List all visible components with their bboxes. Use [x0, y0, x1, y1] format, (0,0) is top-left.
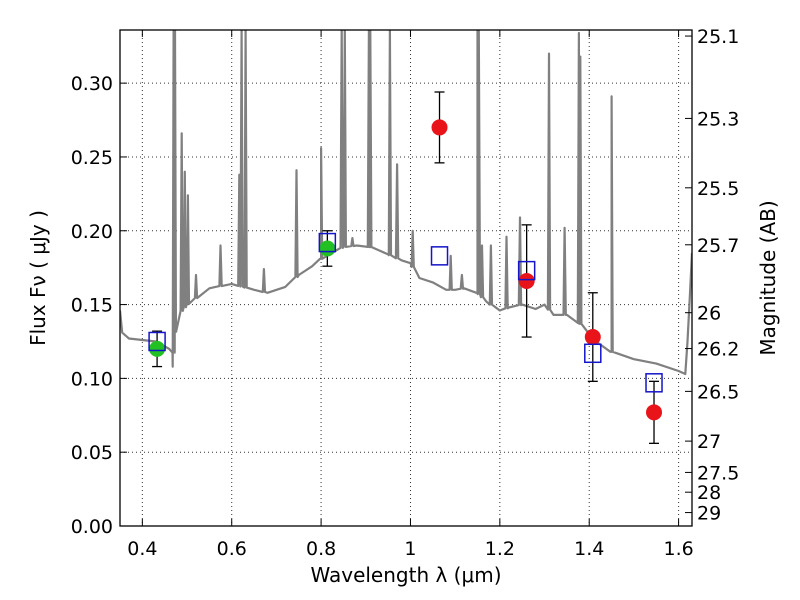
y2-tick-label: 28 — [697, 482, 721, 504]
model-photometry-square — [148, 331, 166, 352]
model-photometry-square — [584, 343, 602, 364]
axis-ticks: 0.4 0.6 0.8 1 1.2 1.4 1.6 0.00 0.05 0.10 0.15 0.20 0… — [71, 26, 740, 560]
data-points — [148, 91, 663, 444]
y2-tick-label: 25.1 — [697, 26, 739, 48]
y-tick-label: 0.15 — [71, 295, 113, 317]
y-tick-label: 0.20 — [71, 221, 113, 243]
observed-point-red — [518, 272, 535, 289]
plot-frame — [119, 29, 693, 527]
y2-tick-label: 27.5 — [697, 462, 739, 484]
y2-tick-label: 26.5 — [697, 381, 739, 403]
model-spectrum — [120, 30, 692, 376]
observed-point-red — [584, 329, 601, 346]
x-tick-label: 1 — [404, 538, 416, 560]
model-photometry-square — [517, 260, 536, 281]
observed-point-green — [149, 340, 166, 357]
y-tick-label: 0.10 — [71, 368, 113, 390]
y2-tick-label: 25.5 — [697, 178, 739, 200]
model-photometry-square — [430, 246, 449, 266]
x-tick-label: 0.6 — [217, 538, 247, 560]
y2-axis-title: Magnitude (AB) — [756, 200, 780, 355]
y2-tick-label: 25.3 — [697, 108, 739, 130]
y2-tick-label: 29 — [697, 503, 721, 525]
y-tick-label: 0.30 — [71, 73, 113, 95]
x-tick-label: 0.8 — [306, 538, 336, 560]
x-tick-label: 1.4 — [574, 538, 604, 560]
x-axis-title: Wavelength λ (μm) — [310, 563, 501, 587]
x-tick-label: 1.6 — [663, 538, 693, 560]
y2-tick-label: 25.7 — [697, 235, 739, 257]
model-photometry-square — [318, 232, 337, 253]
observed-point-green — [319, 240, 336, 257]
y-tick-label: 0.05 — [71, 442, 113, 464]
x-tick-label: 0.4 — [127, 538, 157, 560]
y2-tick-label: 26 — [697, 303, 721, 325]
y2-tick-label: 27 — [697, 431, 721, 453]
y-axis-title: Flux Fν ( μJy ) — [26, 210, 50, 346]
y2-tick-label: 26.2 — [697, 339, 739, 361]
y-tick-label: 0.00 — [71, 516, 113, 538]
model-photometry-square — [645, 373, 663, 393]
observed-point-red — [646, 404, 663, 421]
y-tick-label: 0.25 — [71, 147, 113, 169]
spectrum-line — [120, 30, 692, 376]
observed-point-red — [431, 119, 448, 136]
x-tick-label: 1.2 — [485, 538, 515, 560]
